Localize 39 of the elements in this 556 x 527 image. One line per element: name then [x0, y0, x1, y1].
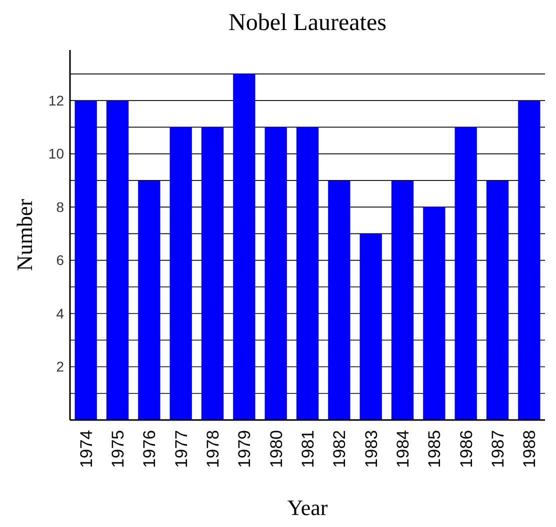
x-tick-label: 1978 — [203, 430, 222, 468]
x-tick-label: 1977 — [172, 430, 191, 468]
x-tick-label: 1981 — [298, 430, 318, 468]
bar — [138, 180, 160, 420]
x-tick-label: 1986 — [456, 430, 476, 468]
x-tick-label: 1987 — [488, 430, 508, 468]
bar — [201, 127, 224, 420]
x-tick-label: 1984 — [393, 430, 412, 468]
x-tick-label: 1974 — [76, 430, 96, 468]
bar — [106, 100, 129, 420]
bar — [486, 180, 509, 420]
x-tick-label: 1983 — [362, 430, 381, 468]
x-axis-title: Year — [287, 495, 328, 520]
x-tick-label: 1976 — [140, 430, 160, 468]
x-tick-label: 1979 — [235, 430, 254, 468]
bar — [391, 180, 414, 420]
y-tick-label: 8 — [56, 198, 64, 215]
x-tick-label: 1985 — [425, 430, 444, 468]
y-tick-label: 6 — [56, 252, 64, 268]
y-axis-title: Number — [12, 198, 37, 272]
x-tick-label: 1988 — [520, 430, 540, 468]
chart-title: Nobel Laureates — [228, 10, 386, 36]
bar — [170, 127, 192, 420]
bar — [360, 234, 382, 420]
y-tick-label: 2 — [56, 358, 64, 375]
x-tick-label: 1982 — [330, 430, 350, 468]
bar — [296, 127, 319, 420]
bar — [454, 127, 477, 420]
bar — [518, 100, 540, 420]
y-tick-label: 10 — [48, 146, 64, 162]
bar — [328, 180, 350, 420]
bar — [264, 127, 287, 420]
bar — [74, 100, 97, 420]
y-tick-label: 4 — [56, 305, 64, 322]
y-tick-label: 12 — [48, 92, 64, 108]
x-tick-label: 1980 — [266, 430, 286, 468]
bar — [233, 74, 256, 420]
x-tick-label: 1975 — [108, 430, 128, 468]
bar — [423, 207, 446, 420]
